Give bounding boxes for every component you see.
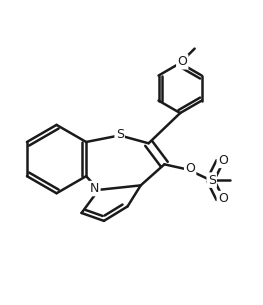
Text: O: O — [177, 55, 187, 68]
Text: O: O — [185, 162, 195, 175]
Text: O: O — [218, 154, 228, 167]
Text: S: S — [116, 127, 124, 141]
Text: N: N — [90, 182, 99, 195]
Text: O: O — [218, 192, 228, 205]
Text: S: S — [208, 174, 216, 187]
